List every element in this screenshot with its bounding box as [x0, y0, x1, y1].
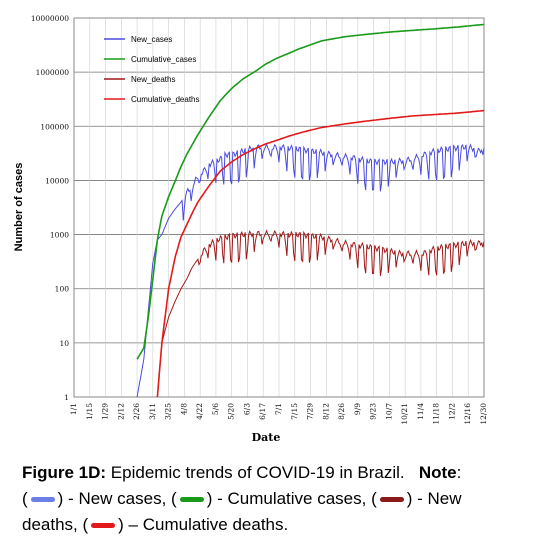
series-line-cumulative-deaths: [156, 109, 485, 398]
note-label: Note: [418, 463, 457, 482]
legend-label: Cumulative_deaths: [131, 95, 199, 104]
x-tick-labels: 1/1 1/15 1/29 2/12 2/26 3/11 3/25 4/8 4/22 5/6 5/2…: [69, 403, 488, 425]
y-tick-label: 100000: [40, 122, 69, 131]
caption-part-5: ) – Cumulative deaths.: [118, 515, 289, 534]
caption-part-2: ) - Cumulative cases, (: [206, 489, 377, 508]
x-tick-label: 1/29: [101, 403, 110, 420]
figure-title: Epidemic trends of COVID-19 in Brazil.: [110, 463, 405, 482]
x-tick-label: 10/21: [400, 403, 409, 425]
x-tick-label: 6/17: [258, 403, 267, 420]
series-line-cumulative-cases: [136, 23, 485, 360]
new-cases-swatch: [30, 497, 55, 503]
legend-label: New_deaths: [131, 75, 175, 84]
x-tick-label: 12/2: [447, 403, 456, 420]
series-line-new-deaths: [156, 229, 485, 398]
y-tick-label: 10: [59, 339, 69, 348]
cumulative-deaths-swatch: [91, 523, 116, 529]
x-tick-label: 7/29: [306, 403, 315, 420]
series-group: [136, 23, 485, 398]
caption-part-3: ) - New: [406, 489, 462, 508]
x-tick-label: 2/26: [132, 403, 141, 420]
x-tick-label: 10/7: [384, 403, 393, 420]
y-tick-label: 10000000: [31, 14, 69, 23]
x-tick-label: 3/11: [148, 403, 157, 420]
x-tick-label: 4/22: [195, 403, 204, 420]
figure-caption: Figure 1D: Epidemic trends of COVID-19 i…: [22, 460, 522, 538]
x-tick-label: 4/8: [179, 403, 188, 415]
cumulative-cases-swatch: [179, 497, 204, 503]
paren-open-1: (: [22, 489, 28, 508]
x-tick-label: 1/15: [85, 403, 94, 420]
x-tick-label: 2/12: [116, 403, 125, 420]
y-tick-label: 1: [64, 393, 69, 402]
legend-label: New_cases: [131, 35, 172, 44]
x-tick-label: 7/15: [290, 403, 299, 420]
caption-part-1: ) - New cases, (: [57, 489, 177, 508]
caption-part-4: deaths, (: [22, 515, 89, 534]
figure-label: Figure 1D:: [22, 463, 107, 482]
new-deaths-swatch: [379, 497, 404, 503]
grid: [73, 17, 485, 398]
x-tick-label: 5/20: [227, 403, 236, 420]
legend: New_cases Cumulative_cases New_deaths Cumul…: [104, 35, 199, 104]
x-tick-label: 11/18: [432, 403, 441, 425]
plot-frame: [73, 17, 485, 398]
x-tick-label: 9/9: [353, 403, 362, 415]
x-tick-label: 7/1: [274, 403, 283, 415]
x-tick-label: 5/6: [211, 403, 220, 415]
y-tick-labels: 1 10 100 1000 10000 100000 1000000 10000000: [31, 14, 69, 402]
x-tick-label: 1/1: [69, 403, 78, 415]
x-tick-label: 12/16: [463, 403, 472, 425]
x-tick-label: 9/23: [369, 403, 378, 420]
series-line-new-cases: [136, 142, 485, 398]
y-tick-label: 1000: [50, 231, 69, 240]
y-tick-label: 10000: [45, 176, 69, 185]
legend-label: Cumulative_cases: [131, 55, 196, 64]
x-tick-label: 8/12: [321, 403, 330, 420]
y-tick-label: 1000000: [36, 68, 70, 77]
y-tick-label: 100: [55, 285, 70, 294]
chart: 1 10 100 1000 10000 100000 1000000 10000000 1/1…: [13, 14, 488, 444]
x-tick-label: 12/30: [479, 403, 488, 425]
y-axis-title: Number of cases: [13, 163, 25, 252]
x-tick-label: 6/3: [242, 403, 251, 415]
x-tick-label: 3/25: [164, 403, 173, 420]
x-tick-label: 8/26: [337, 403, 346, 420]
note-colon: :: [456, 463, 462, 482]
x-tick-label: 11/4: [416, 403, 425, 420]
x-axis-title: Date: [252, 431, 281, 444]
